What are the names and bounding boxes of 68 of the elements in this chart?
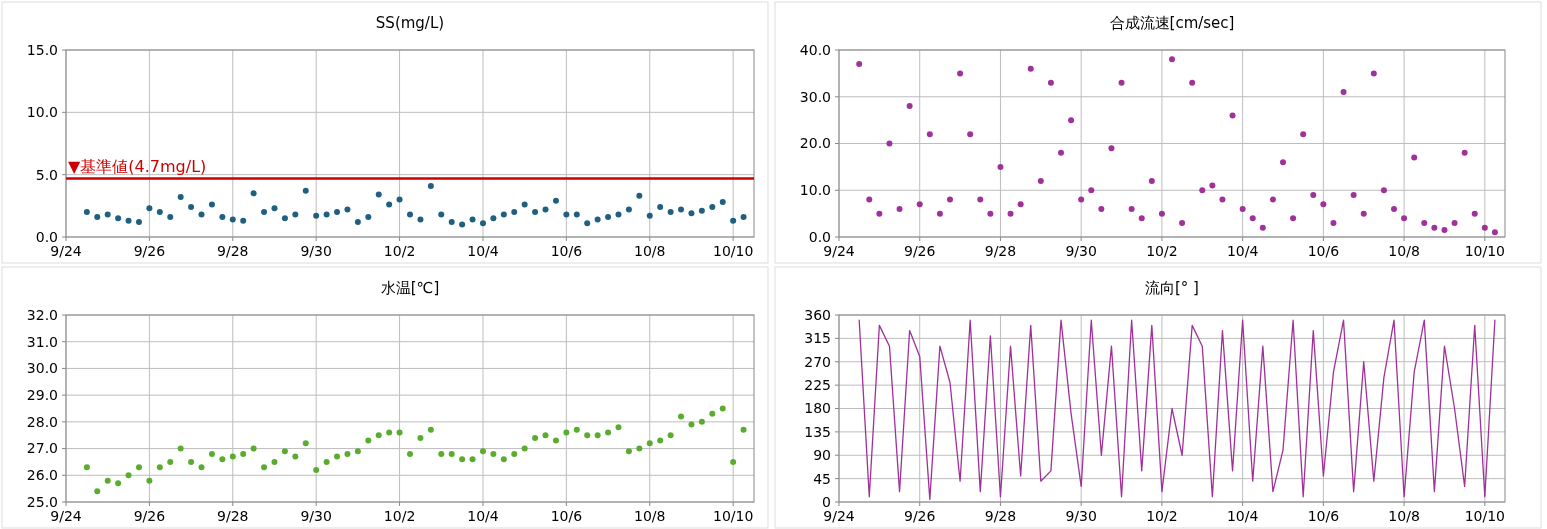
- x-tick-label: 10/8: [634, 243, 666, 259]
- x-tick-label: 9/30: [1065, 243, 1097, 259]
- y-tick-label: 0.0: [808, 228, 831, 245]
- y-tick-label: 0: [822, 493, 831, 510]
- line-series: [858, 319, 1496, 501]
- y-tick-label: 30.0: [799, 88, 831, 105]
- x-tick-label: 9/26: [904, 508, 936, 524]
- x-tick-label: 10/8: [1388, 508, 1420, 524]
- y-tick-label: 90: [813, 447, 831, 464]
- x-tick-label: 10/2: [383, 243, 416, 259]
- x-tick-label: 10/4: [467, 508, 499, 524]
- y-tick-label: 135: [804, 423, 831, 440]
- y-tick-label: 225: [804, 377, 831, 394]
- y-tick-label: 45: [813, 470, 831, 487]
- x-tick-label: 10/6: [1307, 508, 1340, 524]
- x-tick-label: 10/4: [467, 243, 499, 259]
- x-tick-label: 10/6: [1307, 243, 1340, 259]
- x-tick-label: 9/24: [50, 508, 82, 524]
- x-tick-label: 10/2: [1146, 243, 1178, 259]
- y-tick-label: 25.0: [26, 493, 58, 510]
- x-tick-label: 10/2: [1146, 508, 1178, 524]
- x-tick-label: 10/8: [1388, 243, 1420, 259]
- y-tick-label: 315: [804, 330, 831, 347]
- x-tick-label: 10/10: [712, 508, 754, 524]
- y-tick-label: 5.0: [35, 166, 58, 183]
- x-tick-label: 10/6: [550, 243, 583, 259]
- y-tick-label: 15.0: [26, 41, 58, 58]
- x-tick-label: 9/28: [984, 508, 1017, 524]
- x-tick-label: 9/28: [984, 243, 1017, 259]
- chart-title: 合成流速[cm/sec]: [1109, 14, 1235, 32]
- x-tick-label: 10/8: [634, 508, 666, 524]
- y-tick-label: 0.0: [35, 228, 58, 245]
- x-tick-label: 9/30: [300, 508, 332, 524]
- y-tick-label: 27.0: [26, 440, 58, 457]
- y-tick-label: 32.0: [26, 306, 58, 323]
- chart-title: 流向[° ]: [1145, 279, 1199, 297]
- x-tick-label: 9/28: [217, 508, 249, 524]
- x-tick-label: 9/26: [133, 508, 166, 524]
- y-tick-label: 29.0: [26, 387, 58, 404]
- y-tick-label: 10.0: [799, 182, 831, 199]
- x-tick-label: 9/30: [300, 243, 332, 259]
- x-tick-label: 9/26: [133, 243, 166, 259]
- x-tick-label: 10/10: [1464, 243, 1505, 259]
- x-tick-label: 10/4: [1226, 508, 1259, 524]
- y-tick-label: 360: [804, 306, 831, 323]
- ref-line-label: ▼基準値(4.7mg/L): [68, 157, 207, 177]
- y-tick-label: 10.0: [26, 104, 58, 121]
- x-tick-label: 10/2: [383, 508, 416, 524]
- x-tick-label: 9/30: [1065, 508, 1097, 524]
- chart-title: SS(mg/L): [375, 14, 445, 32]
- y-tick-label: 20.0: [799, 135, 831, 152]
- x-tick-label: 9/24: [823, 508, 855, 524]
- x-tick-label: 9/26: [904, 243, 936, 259]
- y-tick-label: 30.0: [26, 360, 58, 377]
- y-tick-label: 26.0: [26, 467, 58, 484]
- y-tick-label: 40.0: [799, 41, 831, 58]
- y-tick-label: 31.0: [26, 333, 58, 350]
- chart-title: 水温[℃]: [380, 279, 440, 297]
- x-tick-label: 10/10: [1464, 508, 1505, 524]
- x-tick-label: 10/10: [712, 243, 754, 259]
- x-tick-label: 10/6: [550, 508, 583, 524]
- y-tick-label: 180: [804, 400, 831, 417]
- x-tick-label: 9/24: [50, 243, 82, 259]
- y-tick-label: 28.0: [26, 413, 58, 430]
- x-tick-label: 9/24: [823, 243, 855, 259]
- x-tick-label: 9/28: [217, 243, 249, 259]
- x-tick-label: 10/4: [1226, 243, 1259, 259]
- y-tick-label: 270: [804, 353, 831, 370]
